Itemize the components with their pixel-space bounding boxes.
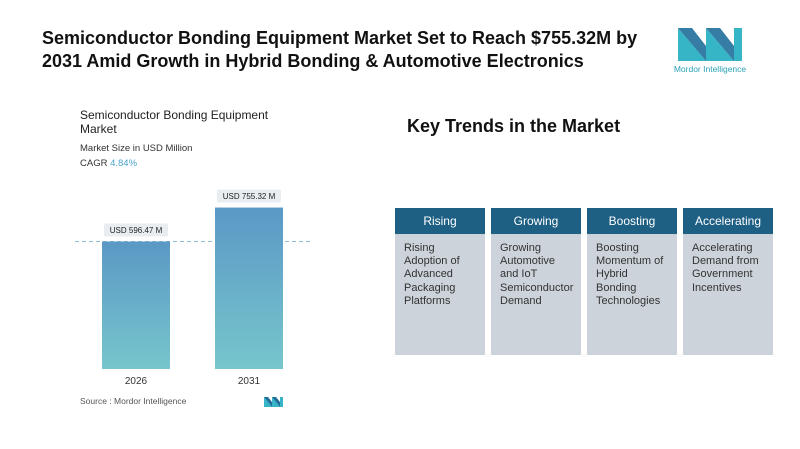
trend-head: Boosting [587, 208, 677, 234]
card-title: Semiconductor Bonding Equipment Market [80, 108, 269, 136]
trend-body: Rising Adoption of Advanced Packaging Pl… [404, 242, 460, 307]
data-label: USD 755.32 M [223, 192, 276, 201]
trend-card-boosting: Boosting Boosting Momentum of Hybrid Bon… [587, 208, 677, 355]
trend-card-rising: Rising Rising Adoption of Advanced Packa… [395, 208, 485, 355]
cagr-value: 4.84% [110, 158, 138, 169]
data-label-box [104, 223, 168, 237]
trend-card-growing: Growing Growing Automotive and IoT Semic… [491, 208, 581, 355]
trends-title: Key Trends in the Market [407, 116, 621, 136]
trend-body: Boosting Momentum of Hybrid Bonding Tech… [596, 242, 664, 307]
brand-name: Mordor Intelligence [673, 64, 747, 74]
card-subtitle: Market Size in USD Million [80, 143, 193, 154]
card-cagr: CAGR 4.84% [80, 158, 137, 169]
x-tick-label: 2031 [238, 376, 261, 387]
market-card: Semiconductor Bonding Equipment Market M… [67, 96, 317, 416]
trend-head: Rising [395, 208, 485, 234]
data-label: USD 596.47 M [110, 226, 163, 235]
trend-head: Accelerating [683, 208, 773, 234]
x-tick-label: 2026 [125, 376, 148, 387]
bar-2031 [215, 207, 283, 369]
trend-card-accelerating: Accelerating Accelerating Demand from Go… [683, 208, 773, 355]
mini-logo-icon [264, 397, 283, 407]
mordor-logo-icon [678, 28, 742, 61]
trend-head: Growing [491, 208, 581, 234]
brand-logo: Mordor Intelligence [670, 26, 750, 78]
trend-body: Accelerating Demand from Government Ince… [692, 242, 759, 294]
bar-2026 [102, 241, 170, 369]
cagr-label: CAGR [80, 158, 108, 169]
bar-chart: USD 596.47 M 2026 USD 755.32 M 2031 [75, 189, 312, 387]
headline: Semiconductor Bonding Equipment Market S… [42, 28, 638, 71]
data-label-box [217, 189, 281, 203]
trend-body: Growing Automotive and IoT Semiconductor… [500, 242, 574, 307]
source-text: Source : Mordor Intelligence [80, 396, 187, 406]
